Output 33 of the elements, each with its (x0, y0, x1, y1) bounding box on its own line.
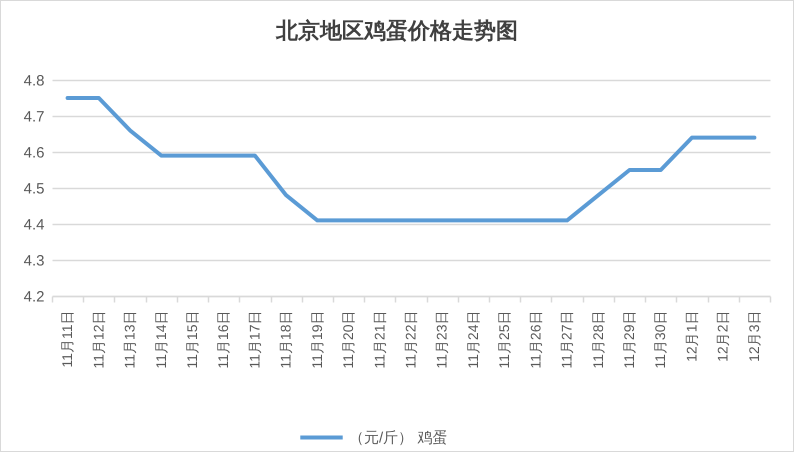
y-tick-label: 4.8 (24, 72, 44, 90)
x-tick-label: 11月25日 (496, 310, 512, 369)
x-tick-label: 11月18日 (278, 310, 294, 369)
x-tick-label: 11月24日 (464, 310, 481, 369)
chart-title: 北京地区鸡蛋价格走势图 (275, 18, 518, 43)
line-series (66, 96, 756, 222)
x-tick-label: 12月3日 (746, 310, 762, 362)
x-tick-label: 11月22日 (402, 310, 418, 369)
x-tick-label: 11月21日 (371, 310, 388, 369)
y-tick-label: 4.4 (24, 216, 44, 234)
y-tick-label: 4.3 (24, 252, 44, 270)
y-tick-label: 4.6 (24, 144, 44, 162)
x-tick-label: 11月23日 (434, 310, 450, 369)
x-tick-label: 12月2日 (714, 310, 731, 362)
x-tick-label: 11月11日 (59, 310, 76, 368)
x-tick-label: 11月12日 (90, 310, 106, 369)
y-tick-label: 4.2 (24, 288, 44, 306)
x-tick-label: 11月27日 (558, 310, 575, 369)
x-tick-label: 12月1日 (683, 310, 700, 362)
legend-label: （元/斤） 鸡蛋 (349, 430, 448, 446)
x-tick-label: 11月16日 (215, 310, 232, 369)
x-tick-label: 11月19日 (308, 310, 325, 369)
x-tick-label: 11月29日 (621, 310, 638, 369)
x-tick-label: 11月28日 (590, 310, 606, 369)
x-tick-label: 11月17日 (246, 310, 262, 369)
x-tick-label: 11月14日 (152, 310, 169, 369)
y-tick-label: 4.7 (24, 108, 44, 126)
x-tick-label: 11月15日 (184, 310, 200, 369)
x-tick-label: 11月13日 (122, 310, 138, 369)
x-tick-label: 11月26日 (527, 310, 544, 369)
x-tick-label: 11月20日 (340, 310, 356, 369)
y-tick-label: 4.5 (24, 180, 44, 198)
x-tick-label: 11月30日 (652, 310, 668, 369)
